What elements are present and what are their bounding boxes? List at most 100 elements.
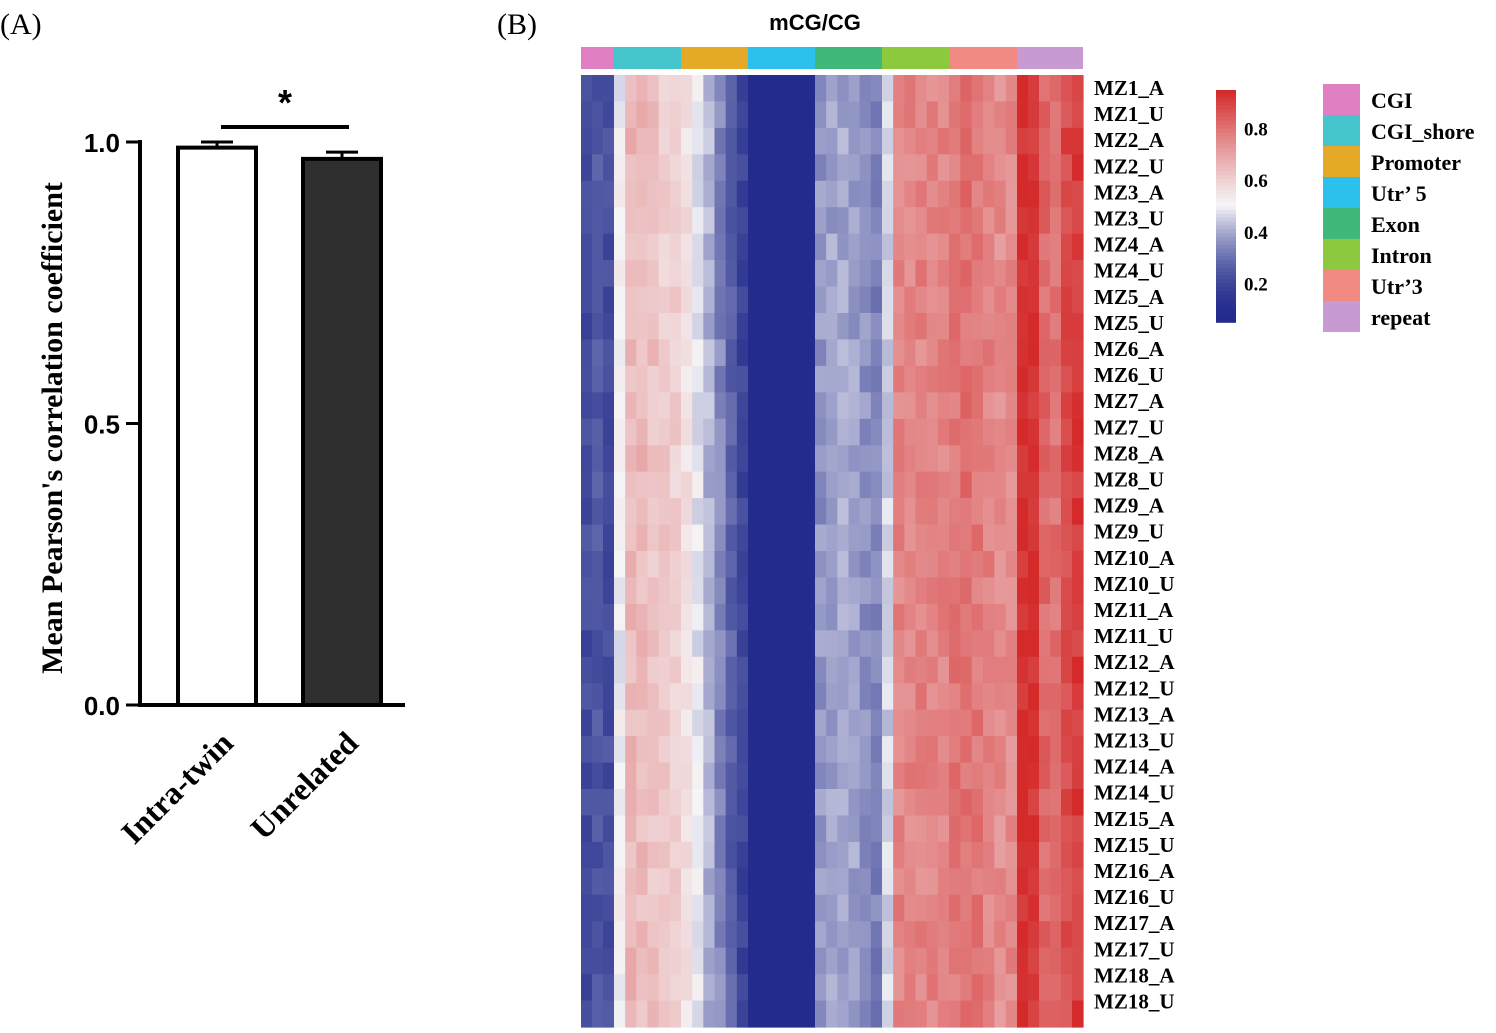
heatmap-cell	[748, 551, 760, 579]
heatmap-cell	[815, 947, 827, 975]
heatmap-cell	[859, 894, 872, 922]
heatmap-cell	[994, 101, 1007, 129]
heatmap-cell	[748, 815, 760, 843]
heatmap-cell	[926, 445, 939, 473]
legend-label: Utr’ 5	[1371, 181, 1427, 206]
heatmap-cell	[815, 418, 827, 446]
heatmap-cell	[592, 180, 604, 208]
colorbar-step	[1216, 318, 1236, 323]
row-label: MZ7_A	[1094, 389, 1165, 413]
heatmap-cell	[971, 445, 984, 473]
heatmap-cell	[658, 921, 671, 949]
heatmap-cell	[803, 630, 816, 658]
heatmap-cell	[904, 392, 917, 420]
heatmap-cell	[781, 498, 794, 526]
heatmap-cell	[893, 841, 905, 869]
heatmap-cell	[1017, 524, 1029, 552]
heatmap-cell	[725, 524, 738, 552]
heatmap-cell	[770, 868, 783, 896]
heatmap-cell	[725, 233, 738, 261]
heatmap-cell	[1005, 974, 1018, 1002]
legend-label: CGI_shore	[1371, 119, 1475, 144]
heatmap-cell	[636, 445, 649, 473]
heatmap-cell	[714, 709, 727, 737]
heatmap-cell	[1039, 577, 1051, 605]
heatmap-cell	[949, 418, 961, 446]
bar-unrelated	[301, 156, 383, 707]
heatmap-cell	[681, 709, 693, 737]
heatmap-cell	[1017, 630, 1029, 658]
heatmap-cell	[725, 709, 738, 737]
heatmap-cell	[994, 947, 1007, 975]
heatmap-cell	[882, 868, 894, 896]
heatmap-cell	[759, 841, 771, 869]
heatmap-cell	[1072, 683, 1084, 711]
heatmap: mCG/CG MZ1_AMZ1_UMZ2_AMZ2_UMZ3_AMZ3_UMZ4…	[581, 10, 1475, 1028]
row-label: MZ15_U	[1094, 833, 1175, 857]
heatmap-cell	[971, 921, 984, 949]
heatmap-cell	[904, 445, 917, 473]
heatmap-cell	[1072, 762, 1084, 790]
legend-swatch	[1323, 239, 1360, 270]
colorbar-step	[1216, 182, 1236, 188]
heatmap-cell	[759, 313, 771, 341]
heatmap-cell	[937, 260, 950, 288]
heatmap-cell	[983, 365, 995, 393]
heatmap-cell	[837, 207, 850, 235]
heatmap-cell	[581, 841, 593, 869]
heatmap-cell	[714, 365, 727, 393]
heatmap-cell	[781, 551, 794, 579]
heatmap-cell	[770, 207, 783, 235]
heatmap-cell	[937, 947, 950, 975]
heatmap-cell	[803, 339, 816, 367]
heatmap-cell	[614, 233, 626, 261]
heatmap-cell	[714, 789, 727, 817]
heatmap-cell	[1072, 75, 1084, 103]
heatmap-cell	[960, 180, 973, 208]
heatmap-cell	[826, 180, 838, 208]
colorbar-step	[1216, 163, 1236, 169]
heatmap-cell	[658, 418, 671, 446]
colorbar-tick-label: 0.2	[1244, 274, 1268, 295]
heatmap-cell	[983, 418, 995, 446]
colorbar-step	[1216, 283, 1236, 288]
heatmap-cell	[837, 365, 850, 393]
heatmap-cell	[759, 286, 771, 314]
heatmap-cell	[815, 762, 827, 790]
heatmap-cell	[915, 947, 928, 975]
heatmap-cell	[647, 471, 660, 499]
heatmap-cell	[759, 894, 771, 922]
heatmap-cell	[614, 154, 626, 182]
heatmap-cell	[1017, 101, 1029, 129]
heatmap-cell	[748, 365, 760, 393]
heatmap-cell	[826, 974, 838, 1002]
colorbar-step	[1216, 267, 1236, 273]
heatmap-cell	[1039, 365, 1051, 393]
heatmap-cell	[1072, 498, 1084, 526]
row-label: MZ1_U	[1094, 102, 1164, 126]
heatmap-cell	[848, 841, 861, 869]
heatmap-cell	[1039, 339, 1051, 367]
row-label: MZ17_A	[1094, 911, 1175, 935]
heatmap-cell	[904, 762, 917, 790]
legend-swatch	[1323, 146, 1360, 177]
heatmap-cell	[581, 339, 593, 367]
heatmap-cell	[904, 577, 917, 605]
colorbar-step	[1216, 229, 1236, 234]
heatmap-cell	[848, 603, 861, 631]
heatmap-cell	[692, 286, 704, 314]
heatmap-cell	[614, 286, 626, 314]
heatmap-cell	[725, 974, 738, 1002]
heatmap-cell	[725, 551, 738, 579]
heatmap-cell	[681, 392, 693, 420]
heatmap-cell	[736, 709, 749, 737]
heatmap-cell	[1017, 75, 1029, 103]
heatmap-cell	[748, 154, 760, 182]
heatmap-cell	[703, 498, 716, 526]
heatmap-cell	[1028, 736, 1040, 764]
heatmap-cell	[703, 418, 716, 446]
heatmap-cell	[603, 709, 615, 737]
heatmap-cell	[759, 260, 771, 288]
heatmap-cell	[815, 498, 827, 526]
colorbar-step	[1216, 159, 1236, 165]
